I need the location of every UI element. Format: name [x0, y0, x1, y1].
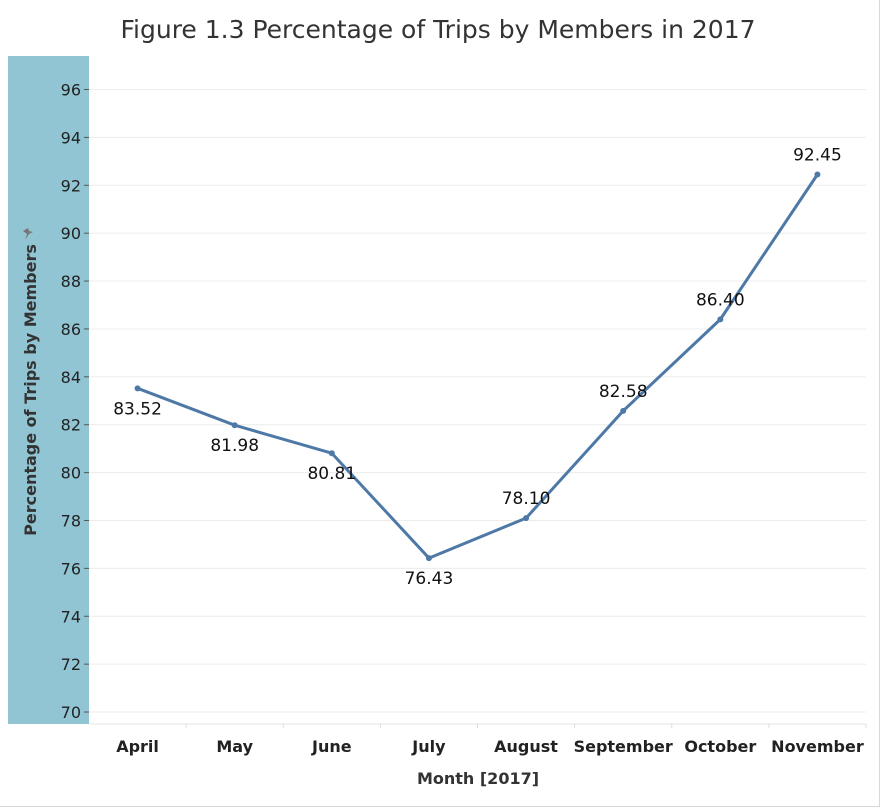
y-tick-label: 82: [61, 416, 81, 435]
gridlines: [89, 89, 866, 713]
y-tick-label: 70: [61, 703, 81, 722]
data-label: 86.40: [696, 290, 745, 310]
y-tick-label: 86: [61, 320, 81, 339]
data-labels: 83.52 81.98 80.81 76.43 78.10 82.58 86.40 92.45: [113, 146, 842, 590]
series-points: [134, 171, 821, 562]
y-tick-label: 80: [61, 464, 81, 483]
y-axis-title-group: Percentage of Trips by Members: [21, 244, 40, 536]
data-label: 76.43: [405, 569, 454, 589]
data-label: 78.10: [502, 489, 551, 509]
x-axis-ticks: April May June July August September October No…: [116, 724, 867, 756]
x-tick-label: October: [684, 737, 756, 756]
series-line: [137, 173, 819, 560]
data-label: 92.45: [793, 146, 842, 166]
y-tick-label: 96: [61, 81, 81, 100]
pin-icon: [23, 228, 33, 240]
data-point[interactable]: [717, 316, 724, 323]
y-axis-title: Percentage of Trips by Members: [21, 244, 40, 536]
x-tick-label: September: [574, 737, 673, 756]
y-tick-label: 72: [61, 655, 81, 674]
data-label: 83.52: [113, 399, 162, 419]
y-axis-ticks: 70 72 74 76 78 80 82 84 86 88 90 92 94 96: [61, 81, 89, 722]
y-tick-label: 84: [61, 368, 81, 387]
y-tick-label: 92: [61, 176, 81, 195]
y-axis-band[interactable]: [8, 56, 89, 724]
data-label: 80.81: [307, 464, 356, 484]
x-tick-label: November: [771, 737, 864, 756]
data-point[interactable]: [523, 515, 530, 522]
y-tick-label: 74: [61, 607, 81, 626]
x-tick-label: July: [411, 737, 446, 756]
x-tick-label: June: [311, 737, 352, 756]
y-tick-label: 76: [61, 559, 81, 578]
chart-title: Figure 1.3 Percentage of Trips by Member…: [120, 15, 755, 44]
data-point[interactable]: [328, 450, 335, 457]
data-point[interactable]: [134, 385, 141, 392]
data-label: 82.58: [599, 382, 648, 402]
data-label: 81.98: [210, 436, 259, 456]
y-tick-label: 78: [61, 511, 81, 530]
x-axis-title: Month [2017]: [417, 769, 539, 788]
x-tick-label: May: [216, 737, 253, 756]
y-tick-label: 90: [61, 224, 81, 243]
data-point[interactable]: [231, 422, 238, 429]
y-tick-label: 88: [61, 272, 81, 291]
data-point[interactable]: [814, 171, 821, 178]
data-point[interactable]: [620, 407, 627, 414]
x-tick-label: August: [494, 737, 558, 756]
y-tick-label: 94: [61, 128, 81, 147]
x-tick-label: April: [116, 737, 159, 756]
data-point[interactable]: [425, 555, 432, 562]
